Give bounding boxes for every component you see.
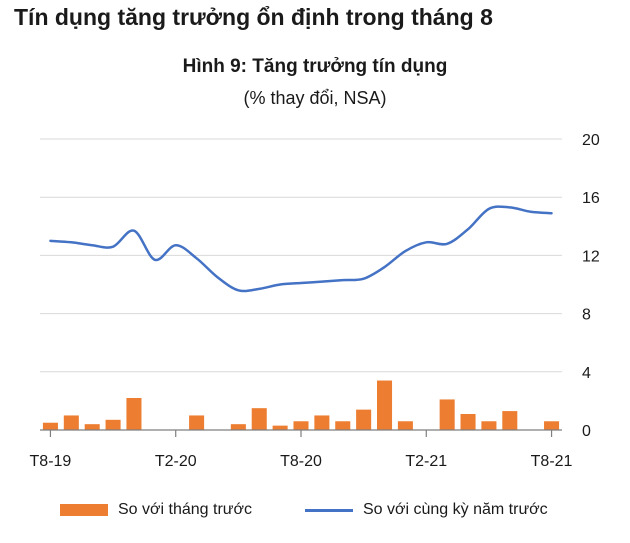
legend-item-bars: So với tháng trước	[60, 498, 252, 522]
bar	[335, 421, 351, 430]
bar	[189, 415, 205, 430]
legend-bar-swatch	[60, 504, 108, 516]
bar	[397, 421, 413, 430]
x-tick-label: T2-21	[405, 453, 447, 470]
bar	[293, 421, 309, 430]
bar	[126, 397, 142, 430]
y-axis-ticks: 0 4 8 12 16 20	[582, 132, 600, 440]
x-axis-ticks: T8-19 T2-20 T8-20 T2-21 T8-21	[30, 453, 573, 470]
bar-series	[42, 380, 560, 430]
y-tick-label: 4	[582, 365, 591, 382]
page-heading: Tín dụng tăng trưởng ổn định trong tháng…	[14, 4, 493, 30]
bar	[42, 422, 58, 430]
series-line	[49, 205, 553, 293]
y-tick-label: 20	[582, 132, 600, 149]
y-tick-label: 0	[582, 423, 591, 440]
bar	[251, 408, 267, 430]
x-tick-label: T8-21	[531, 453, 573, 470]
bar	[439, 399, 455, 430]
bar	[230, 424, 246, 430]
chart-subtitle: (% thay đổi, NSA)	[243, 88, 387, 108]
bar	[314, 415, 330, 430]
x-tick-label: T2-20	[155, 453, 197, 470]
x-tick-label: T8-19	[30, 453, 72, 470]
bar	[377, 380, 393, 430]
legend-line-label: So với cùng kỳ năm trước	[363, 501, 548, 518]
x-axis	[40, 429, 562, 437]
bar	[460, 413, 476, 430]
y-tick-label: 12	[582, 248, 600, 265]
bar	[84, 424, 100, 430]
bar	[502, 411, 518, 430]
legend-bar-label: So với tháng trước	[118, 501, 252, 518]
chart-gridlines	[40, 138, 562, 373]
y-tick-label: 8	[582, 307, 591, 324]
y-tick-label: 16	[582, 190, 600, 207]
bar	[105, 419, 121, 430]
bar	[356, 409, 372, 430]
legend-line-swatch	[305, 508, 353, 512]
x-tick-label: T8-20	[280, 453, 322, 470]
line-series	[49, 205, 553, 293]
bar	[272, 425, 288, 430]
bar	[544, 421, 560, 430]
legend-item-line: So với cùng kỳ năm trước	[305, 498, 548, 522]
bar	[481, 421, 497, 430]
bar	[63, 415, 79, 430]
chart-title: Hình 9: Tăng trưởng tín dụng	[182, 56, 448, 77]
